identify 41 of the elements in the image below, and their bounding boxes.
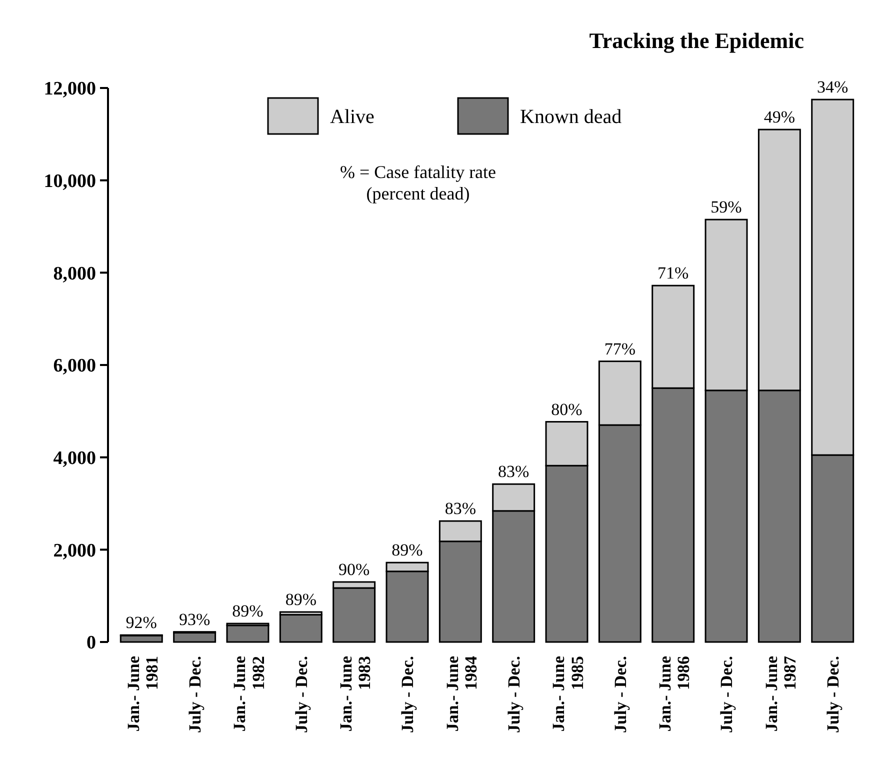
- y-tick-label: 8,000: [53, 263, 96, 284]
- y-tick-label: 6,000: [53, 356, 96, 377]
- annotation: 89%: [285, 590, 316, 609]
- y-tick-label: 0: [86, 632, 96, 654]
- y-tick-label: 12,000: [44, 78, 96, 100]
- annotation: 92%: [126, 613, 157, 632]
- x-tick-label: July - Dec.: [504, 656, 524, 733]
- annotation: 77%: [604, 339, 636, 358]
- x-tick-label: July - Dec.: [824, 656, 843, 733]
- chart-title: Tracking the Epidemic: [589, 28, 804, 53]
- annotation: 89%: [232, 602, 264, 621]
- x-tick-label: Jan.- June 1982: [230, 656, 268, 732]
- legend-label: Known dead: [520, 106, 622, 128]
- x-tick-label: Jan.- June 1981: [124, 656, 162, 732]
- legend-label: Alive: [330, 106, 375, 128]
- y-tick-label: 4,000: [53, 448, 96, 469]
- annotation: 83%: [498, 462, 530, 482]
- x-tick-label: July - Dec.: [717, 656, 736, 733]
- annotation: 80%: [551, 400, 582, 419]
- bar: [226, 624, 270, 643]
- x-tick-label: July - Dec.: [292, 656, 311, 733]
- x-tick-label: Jan.- June 1987: [762, 656, 800, 732]
- x-tick-label: July - Dec.: [398, 656, 418, 733]
- annotation: 34%: [817, 78, 848, 97]
- y-tick-label: 10,000: [44, 170, 96, 192]
- x-tick-label: July - Dec.: [186, 656, 205, 733]
- annotation: 71%: [658, 264, 689, 283]
- annotation: 89%: [392, 540, 423, 560]
- bar: [279, 614, 322, 643]
- annotation: 59%: [710, 198, 742, 217]
- annotation: 90%: [338, 560, 370, 579]
- annotation: 49%: [764, 108, 796, 127]
- x-tick-label: July - Dec.: [610, 656, 630, 733]
- annotation: 93%: [178, 610, 210, 629]
- x-tick-label: Jan.- June 1983: [336, 656, 374, 732]
- annotation: 83%: [444, 499, 476, 518]
- x-tick-label: Jan.- June 1985: [549, 656, 587, 732]
- x-tick-label: Jan.- June 1986: [656, 656, 694, 732]
- annotation: % = Case fatality rate (percent dead): [340, 162, 496, 204]
- y-tick-label: 2,000: [53, 540, 96, 562]
- x-tick-label: Jan.- June 1984: [442, 656, 481, 732]
